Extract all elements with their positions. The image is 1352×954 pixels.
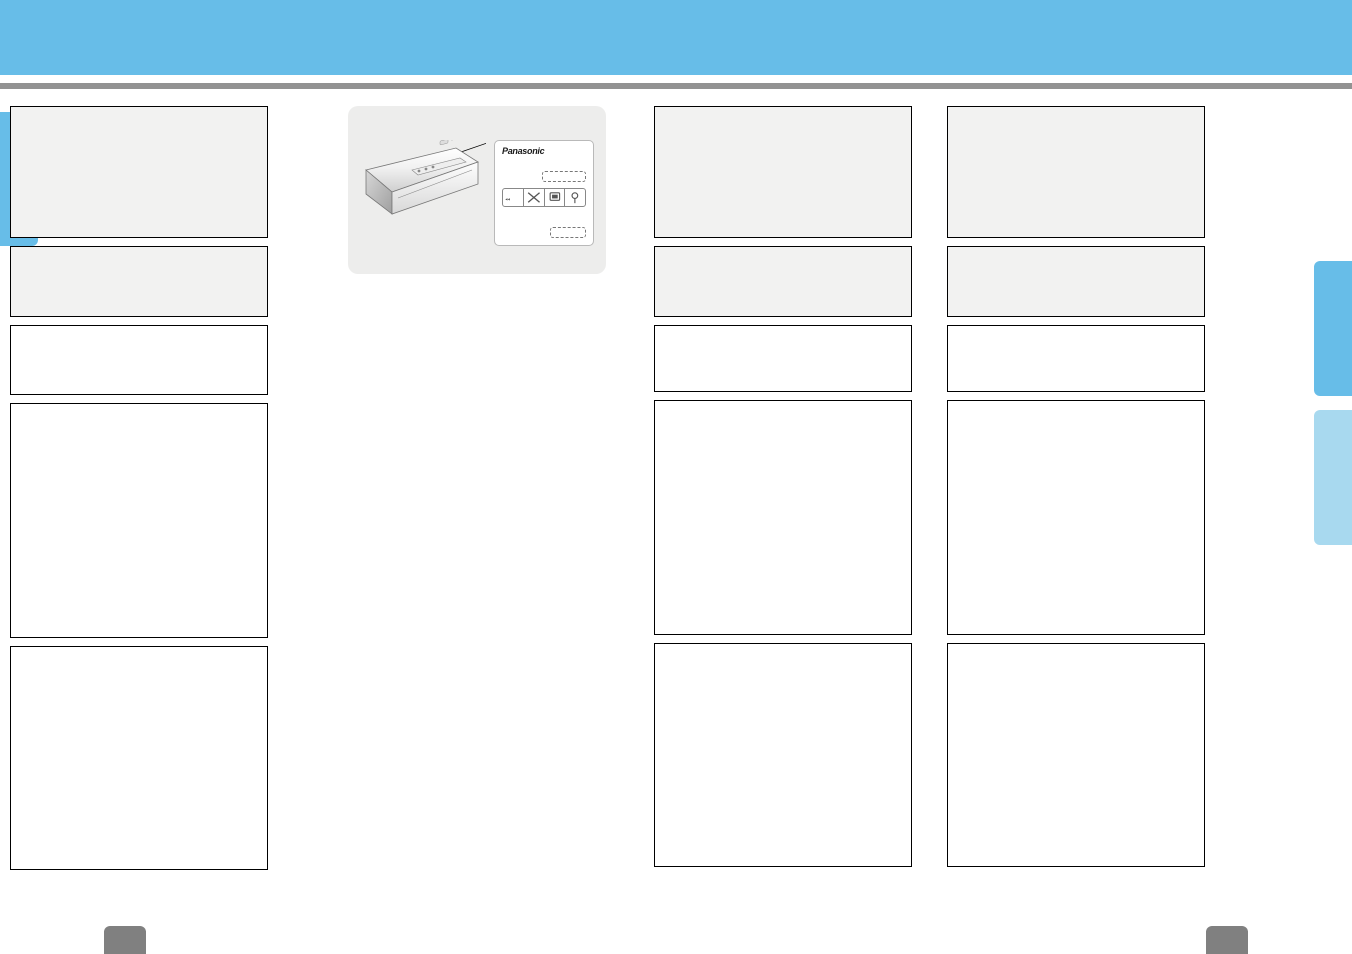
content-box	[10, 106, 268, 238]
column-2	[654, 106, 912, 875]
content-box	[10, 325, 268, 395]
page-number-tab-right	[1206, 926, 1248, 954]
content-box	[10, 646, 268, 870]
header-band	[0, 0, 1352, 75]
illustration-panel: Panasonic ◂◂	[348, 106, 606, 274]
remote-brand-label: Panasonic	[502, 146, 544, 156]
remote-btn-1: ◂◂	[503, 189, 524, 206]
remote-button-row: ◂◂	[502, 188, 586, 207]
content-box	[947, 246, 1205, 317]
remote-display-slot-1	[542, 171, 586, 182]
remote-control-card: Panasonic ◂◂	[494, 140, 594, 246]
remote-btn-3	[545, 189, 566, 206]
remote-btn-2	[524, 189, 545, 206]
content-box	[654, 325, 912, 392]
svg-text:◂◂: ◂◂	[505, 197, 510, 202]
content-box	[654, 643, 912, 867]
column-1	[10, 106, 268, 878]
header-divider	[0, 83, 1352, 89]
projector-illustration	[356, 140, 486, 236]
content-box	[947, 400, 1205, 635]
content-box	[947, 106, 1205, 238]
remote-btn-4	[565, 189, 585, 206]
content-box	[654, 400, 912, 635]
content-box	[947, 643, 1205, 867]
remote-display-slot-2	[550, 227, 586, 238]
content-box	[10, 403, 268, 638]
content-box	[947, 325, 1205, 392]
content-box	[10, 246, 268, 317]
content-area: Panasonic ◂◂	[0, 106, 1352, 954]
page-number-tab-left	[104, 926, 146, 954]
content-box	[654, 106, 912, 238]
column-3	[947, 106, 1205, 875]
content-box	[654, 246, 912, 317]
